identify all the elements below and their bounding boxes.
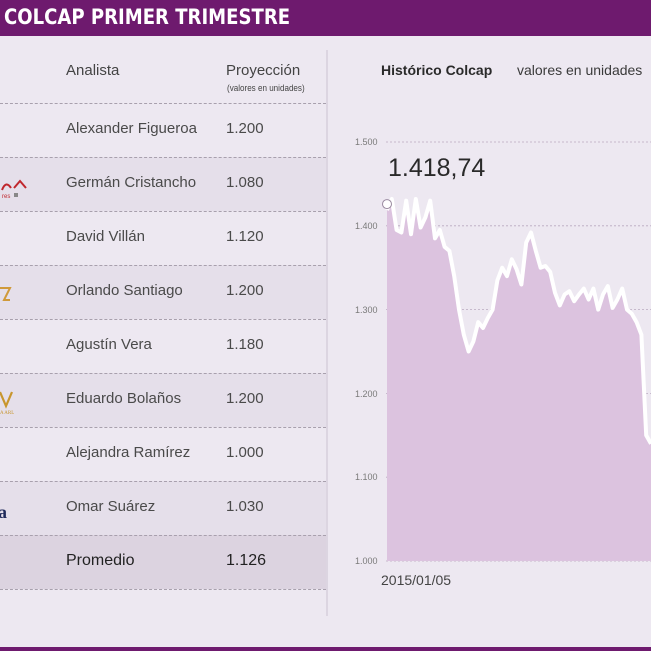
table-row: a Omar Suárez 1.030 [0,481,326,535]
projection-value: 1.080 [226,174,264,191]
svg-text:res: res [2,194,10,200]
start-point-marker [382,199,392,210]
average-value: 1.126 [226,552,267,569]
chart-subtitle: valores en unidades [517,62,643,78]
title-bar: COLCAP PRIMER TRIMESTRE [0,0,651,36]
page-title: COLCAP PRIMER TRIMESTRE [4,5,291,29]
svg-text:A ARL: A ARL [0,411,14,416]
analyst-name: Orlando Santiago [66,282,183,299]
table-row: Orlando Santiago 1.200 [0,265,326,319]
y-tick-label: 1.100 [355,472,378,482]
analyst-name: Alejandra Ramírez [66,444,191,461]
series-line [385,197,651,445]
projection-value: 1.200 [226,282,264,299]
x-start-label: 2015/01/05 [381,572,452,588]
projection-value: 1.200 [226,390,264,407]
analyst-name: Agustín Vera [66,336,152,353]
table-row: David Villán 1.120 [0,211,326,265]
average-row: Promedio 1.126 [0,535,326,589]
table-row: Alexander Figueroa 1.200 [0,103,326,157]
y-tick-label: 1.400 [355,221,378,231]
column-header-projection-units: (valores en unidades) [227,83,305,94]
column-header-analyst: Analista [66,62,120,79]
highlight-value: 1.418,74 [388,154,486,182]
analyst-name: Alexander Figueroa [66,120,197,137]
svg-text:a: a [0,502,7,522]
table-row: Alejandra Ramírez 1.000 [0,427,326,481]
broker-logo-navy-icon: a [0,494,40,524]
analyst-name: Omar Suárez [66,498,156,515]
table-row: A ARL Eduardo Bolaños 1.200 [0,373,326,427]
projection-value: 1.000 [226,444,264,461]
broker-logo-red-icon: res [0,170,40,200]
projection-value: 1.030 [226,498,264,515]
area-fill [387,199,651,561]
analyst-name: Germán Cristancho [66,174,197,191]
chart-title: Histórico Colcap [381,62,493,78]
y-tick-label: 1.500 [355,137,378,147]
bottom-bar [0,647,651,651]
projection-value: 1.180 [226,336,264,353]
column-header-projection: Proyección [226,62,301,79]
average-label: Promedio [66,552,135,569]
broker-logo-gold-icon [0,278,40,308]
y-tick-label: 1.200 [355,389,378,399]
analyst-name: David Villán [66,228,145,245]
table-row: Agustín Vera 1.180 [0,319,326,373]
column-divider [326,50,328,616]
projection-value: 1.120 [226,228,264,245]
analyst-name: Eduardo Bolaños [66,390,182,407]
projection-value: 1.200 [226,120,264,137]
y-tick-label: 1.000 [355,556,378,566]
table-bottom-border [0,589,326,590]
table-row: res Germán Cristancho 1.080 [0,157,326,211]
y-tick-label: 1.300 [355,305,378,315]
broker-logo-gold-icon: A ARL [0,386,40,416]
